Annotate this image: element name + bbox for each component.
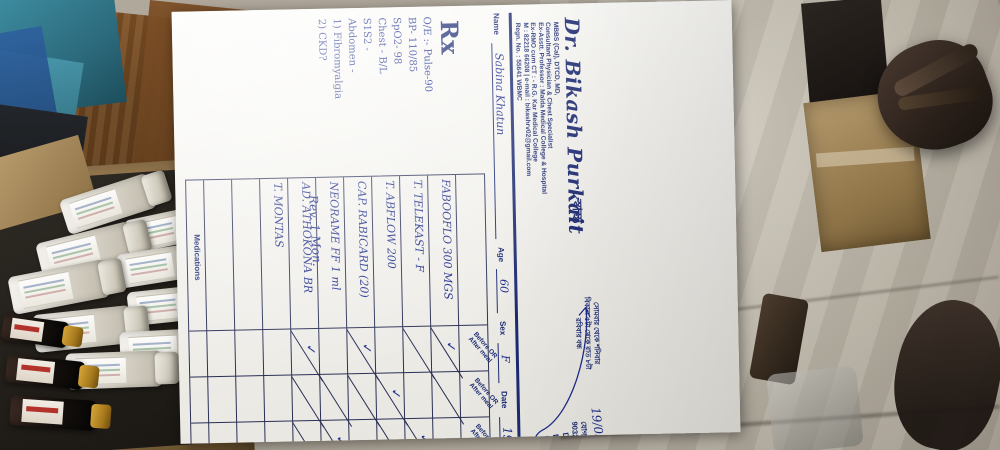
camera-timestamp: 19/03/2024 17:12 <box>996 0 1000 6</box>
table-row-divider <box>231 179 240 444</box>
syrup-cap <box>90 403 112 430</box>
table-row-divider <box>203 180 212 444</box>
sex-label: Sex <box>498 320 508 336</box>
medication-cell: T. TELEKAST - F <box>411 179 427 273</box>
prescription-sheet: Dr. Bikash Purkait MBBS (Cal), DTCD, MD,… <box>172 3 613 444</box>
clinical-note-line: BP- 110/85 <box>405 16 418 73</box>
syrup-label <box>21 398 65 426</box>
table-row-divider <box>455 174 464 444</box>
syrup-label <box>10 317 45 342</box>
box-tape <box>815 146 915 168</box>
table-row-divider <box>287 178 296 444</box>
name-label: Name <box>491 13 502 36</box>
medication-cell: CAP. RABICARD (20) <box>355 180 371 298</box>
table-row-divider <box>371 176 380 444</box>
clinical-note-line: 2) CKD? <box>315 18 328 61</box>
clinical-note-line: S1S2 - <box>360 17 373 51</box>
table-row-divider <box>427 175 436 444</box>
table-row-divider <box>343 177 352 444</box>
syrup-cap <box>77 364 100 389</box>
clinical-note-line: Abdomen - <box>345 18 358 73</box>
table-row-divider <box>399 176 408 444</box>
medication-cell: T. MONTAS <box>271 182 286 248</box>
table-row-divider <box>259 179 268 444</box>
doctor-credentials: MBBS (Cal), DTCD, MD, Consultant Physici… <box>513 22 562 195</box>
clinical-note-line: SpO2- 98 <box>390 17 403 65</box>
clinical-notes: O/E :- Pulse-90 BP- 110/85 SpO2- 98 Ches… <box>314 16 437 168</box>
clinical-note-line: Chest - B/L <box>375 17 388 74</box>
table-header-medications: Medications <box>192 234 203 281</box>
rx-symbol: Rx <box>434 19 465 55</box>
signature-flourish <box>531 306 591 444</box>
prescription-paper: Dr. Bikash Purkait MBBS (Cal), DTCD, MD,… <box>171 0 741 444</box>
bengali-clinic-title: স্বাস্থ্য <box>568 199 585 224</box>
medication-cell: FABOOFLO 300 MGS <box>439 179 455 300</box>
medication-cell: NEORAME FF 1 ml <box>327 181 343 291</box>
syrup-cap <box>61 324 84 348</box>
bottle-cap <box>154 351 180 385</box>
age-value: 60 <box>497 278 511 294</box>
age-label: Age <box>496 246 506 263</box>
syrup-label <box>15 357 56 384</box>
prescription-table: Medications Before OR After meal Before … <box>185 173 500 444</box>
syrup-bottle <box>9 395 112 431</box>
medication-cell: T. ABFLOW 200 <box>383 180 398 269</box>
clinical-note-line: 1) Fibromyalgia <box>330 18 344 100</box>
name-value: Sabina Khatun <box>492 52 508 136</box>
glass-jar <box>766 365 864 450</box>
clinical-note-line: O/E :- Pulse-90 <box>420 16 434 93</box>
